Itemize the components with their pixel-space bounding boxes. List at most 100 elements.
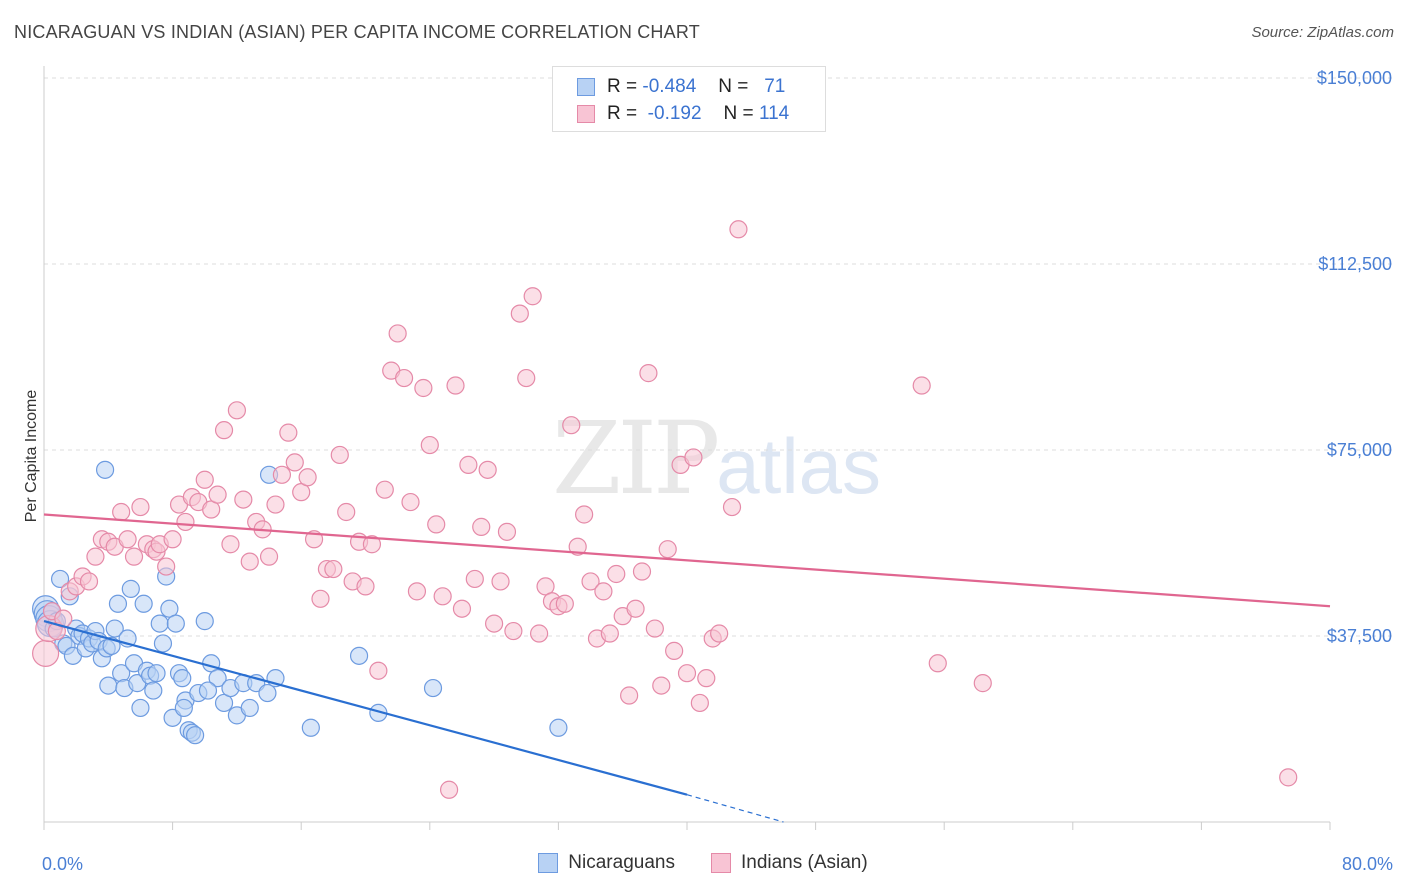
data-point <box>195 470 214 489</box>
chart-title: NICARAGUAN VS INDIAN (ASIAN) PER CAPITA … <box>14 22 700 42</box>
data-point <box>710 624 729 643</box>
data-point <box>394 368 414 388</box>
tick-labels: $37,500 $75,000 $112,500 $150,000 0.0% 80.0% <box>42 68 1393 874</box>
data-point <box>166 614 185 633</box>
legend-n-value: 71 <box>764 76 786 97</box>
data-point <box>729 220 748 239</box>
y-tick-label: $150,000 <box>1317 68 1392 88</box>
data-point <box>632 562 652 581</box>
legend-swatch-nicaraguans <box>538 853 559 873</box>
data-point <box>311 589 330 608</box>
data-point <box>173 669 192 688</box>
data-point <box>414 378 433 398</box>
x-tick-label: 80.0% <box>1342 854 1393 874</box>
data-point <box>259 547 279 566</box>
data-point <box>208 669 227 688</box>
data-point <box>124 547 144 566</box>
data-point <box>407 582 427 601</box>
data-point <box>195 612 214 631</box>
data-point <box>928 654 947 673</box>
legend-label-indians: Indians (Asian) <box>740 852 868 873</box>
data-point <box>134 594 153 613</box>
legend-swatch-indians <box>710 853 731 873</box>
data-point <box>147 664 166 683</box>
legend-r-label: R = <box>607 103 638 124</box>
data-point <box>174 698 193 718</box>
data-point <box>459 455 478 474</box>
data-point <box>658 540 677 559</box>
data-point <box>452 599 472 618</box>
data-point <box>240 698 259 718</box>
data-point <box>722 497 742 517</box>
data-point <box>973 674 992 693</box>
y-tick-label: $37,500 <box>1327 626 1392 646</box>
legend-swatch-nicaraguans <box>577 78 595 96</box>
trend-lines <box>43 513 1331 823</box>
data-point <box>186 726 205 745</box>
data-point <box>131 497 150 517</box>
data-point <box>279 423 298 442</box>
data-point <box>214 421 234 440</box>
data-point <box>349 646 369 665</box>
data-point <box>555 594 574 613</box>
y-tick-label: $75,000 <box>1327 440 1392 460</box>
data-point <box>79 572 99 591</box>
data-point <box>639 364 658 383</box>
data-point <box>163 530 182 549</box>
data-point <box>427 515 446 534</box>
source-credit: Source: ZipAtlas.com <box>1251 24 1394 41</box>
legend-swatch-indians <box>577 105 595 123</box>
trend-line-extension <box>686 794 784 823</box>
data-point <box>150 614 169 633</box>
data-point <box>144 681 163 700</box>
data-point <box>912 376 931 395</box>
data-point <box>176 512 195 532</box>
data-point <box>258 683 277 703</box>
data-point <box>478 460 497 479</box>
data-point <box>465 569 484 589</box>
data-point <box>50 569 70 589</box>
data-point <box>652 676 671 695</box>
data-point <box>298 468 317 487</box>
grid-lines <box>44 77 1394 637</box>
trend-line <box>43 620 688 796</box>
y-tick-label: $112,500 <box>1318 254 1392 274</box>
data-point <box>121 579 140 598</box>
data-point <box>562 416 581 435</box>
data-point <box>523 287 542 306</box>
data-point <box>697 669 716 688</box>
data-point <box>491 572 510 591</box>
legend-n-label: N = <box>718 76 749 97</box>
data-point <box>157 557 176 576</box>
data-point <box>95 460 115 479</box>
data-point <box>600 624 619 643</box>
data-point <box>337 502 356 522</box>
legend-row-nicaraguans: R = -0.484 N = 71 <box>577 73 785 101</box>
data-point <box>472 517 491 536</box>
legend-n-label: N = <box>723 103 754 124</box>
watermark: ZIPatlas <box>552 400 881 517</box>
data-point <box>285 453 304 472</box>
data-point <box>530 624 549 643</box>
data-point <box>510 304 529 323</box>
data-point <box>684 448 703 467</box>
data-point <box>433 587 452 606</box>
x-tick-label: 0.0% <box>42 854 83 874</box>
data-point <box>153 634 173 653</box>
data-point <box>690 693 709 713</box>
axes <box>43 66 1331 830</box>
data-point <box>118 530 137 549</box>
trend-line <box>43 513 1331 608</box>
data-point <box>607 564 626 584</box>
data-point <box>324 559 343 579</box>
legend-item-indians: Indians (Asian) <box>710 852 868 874</box>
legend-r-value: -0.484 <box>642 76 697 97</box>
data-point <box>208 485 227 504</box>
data-point <box>234 490 253 509</box>
data-point <box>665 641 684 660</box>
data-point <box>575 505 594 524</box>
data-point <box>131 698 150 718</box>
data-point <box>420 435 439 455</box>
data-point <box>266 495 285 514</box>
